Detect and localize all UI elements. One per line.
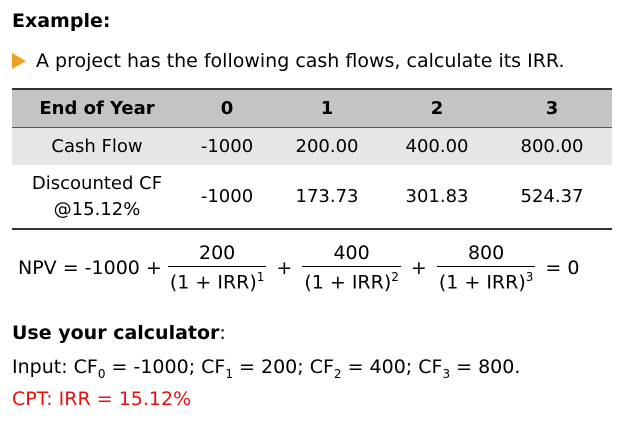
plus-sign: + [410,257,427,279]
row-label: Discounted CF @15.12% [12,165,182,229]
exponent: 2 [391,270,399,285]
header-year-1: 1 [320,97,334,119]
bullet-text: A project has the following cash flows, … [36,50,565,72]
exponent: 3 [525,270,534,285]
table-row-cash-flow: Cash Flow -1000 200.00 400.00 800.00 [12,127,612,165]
formula-rhs: = 0 [545,257,580,279]
table-cell: 524.37 [520,186,584,207]
numerator: 200 [198,242,236,265]
denominator: (1 + IRR)1 [167,266,267,294]
cash-flow-table: End of Year 0 1 2 3 Cash Flow -1000 200.… [12,88,612,230]
table-cell: 200.00 [295,135,359,157]
denominator: (1 + IRR)2 [302,266,401,294]
header-year-3: 3 [545,97,559,119]
formula-lhs: NPV = -1000 + [18,257,162,279]
table-cell: 301.83 [405,186,469,207]
table-cell: -1000 [200,186,254,207]
header-year-2: 2 [430,97,444,119]
row-label: Cash Flow [51,135,143,157]
header-end-of-year: End of Year [39,97,155,119]
table-cell: 173.73 [295,186,359,207]
arrow-bullet-icon [12,53,26,69]
table-cell: -1000 [200,135,254,157]
exponent: 1 [256,270,265,285]
calculator-heading: Use your calculator: [12,322,226,344]
table-header-row: End of Year 0 1 2 3 [12,89,612,127]
bullet-row: A project has the following cash flows, … [12,50,565,72]
calculator-cpt-result: CPT: IRR = 15.12% [12,388,192,410]
numerator: 400 [333,242,370,265]
fraction-term-2: 400 (1 + IRR)2 [302,242,401,294]
calculator-input-line: Input: CF0 = -1000; CF1 = 200; CF2 = 400… [12,356,521,381]
plus-sign: + [276,257,293,279]
row-label-line2: @15.12% [53,198,141,220]
header-year-0: 0 [220,97,234,119]
table-row-discounted-cf: Discounted CF @15.12% -1000 173.73 301.8… [12,165,612,229]
example-heading: Example: [12,10,111,32]
npv-formula: NPV = -1000 + 200 (1 + IRR)1 + 400 (1 + … [18,232,583,304]
numerator: 800 [467,242,505,265]
fraction-term-1: 200 (1 + IRR)1 [167,242,267,294]
row-label-line1: Discounted CF [31,172,163,194]
fraction-term-3: 800 (1 + IRR)3 [436,242,536,294]
denominator: (1 + IRR)3 [436,266,536,294]
table-cell: 400.00 [405,135,469,157]
table-cell: 800.00 [520,135,584,157]
